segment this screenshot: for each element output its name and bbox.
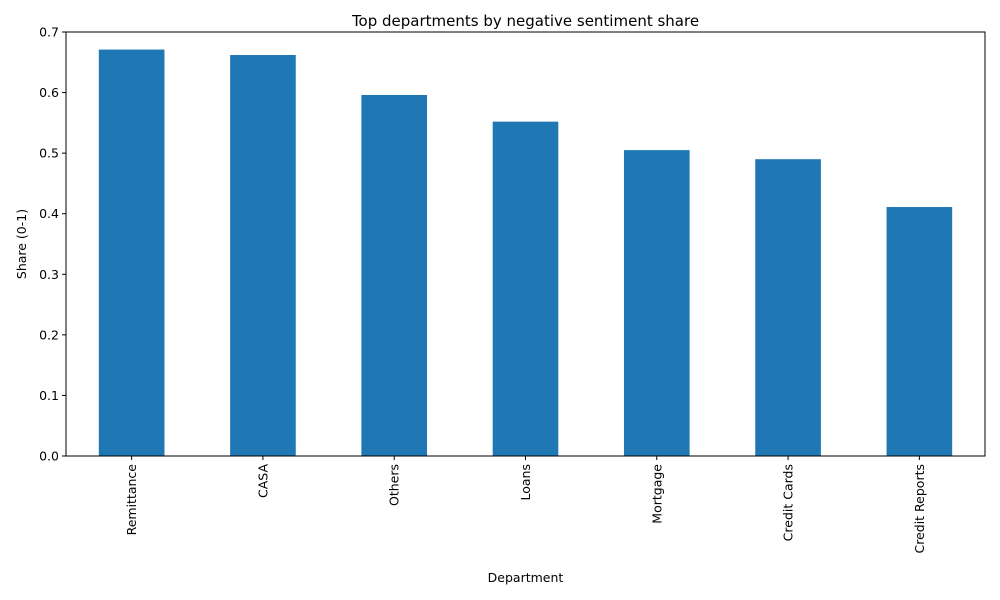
y-tick-label: 0.7 [39,25,59,40]
y-axis: 0.0 0.1 0.2 0.3 0.4 0.5 0.6 0.7 [39,25,66,464]
x-axis-title: Department [488,570,564,585]
bar-credit-reports [886,207,953,456]
bar-mortgage [623,150,690,457]
x-tick-label: Remittance [124,464,139,536]
y-tick-label: 0.3 [39,267,59,282]
chart-title: Top departments by negative sentiment sh… [351,12,699,30]
y-tick-label: 0.6 [39,85,59,100]
x-tick-label: Credit Cards [781,464,796,541]
bar-casa [230,55,296,457]
bar-remittance [98,49,165,456]
bar-loans [492,121,559,457]
plot-frame [65,31,986,457]
x-tick-label: Credit Reports [912,464,927,554]
x-tick-label: Loans [518,464,533,501]
x-tick-label: Mortgage [649,464,664,524]
bar-credit-cards [755,159,821,456]
y-axis-title: Share (0-1) [14,209,29,279]
y-tick-label: 0.5 [39,146,59,161]
y-tick-label: 0.2 [39,327,59,342]
bars-layer [98,49,953,457]
y-tick-label: 0.4 [39,206,59,221]
bar-others [361,94,428,457]
y-tick-label: 0.1 [39,388,59,403]
y-tick-label: 0.0 [39,449,59,464]
x-tick-label: CASA [255,464,270,498]
x-axis: Remittance CASA Others Loans Mortgage Credit … [124,456,927,554]
x-tick-label: Others [387,464,402,506]
